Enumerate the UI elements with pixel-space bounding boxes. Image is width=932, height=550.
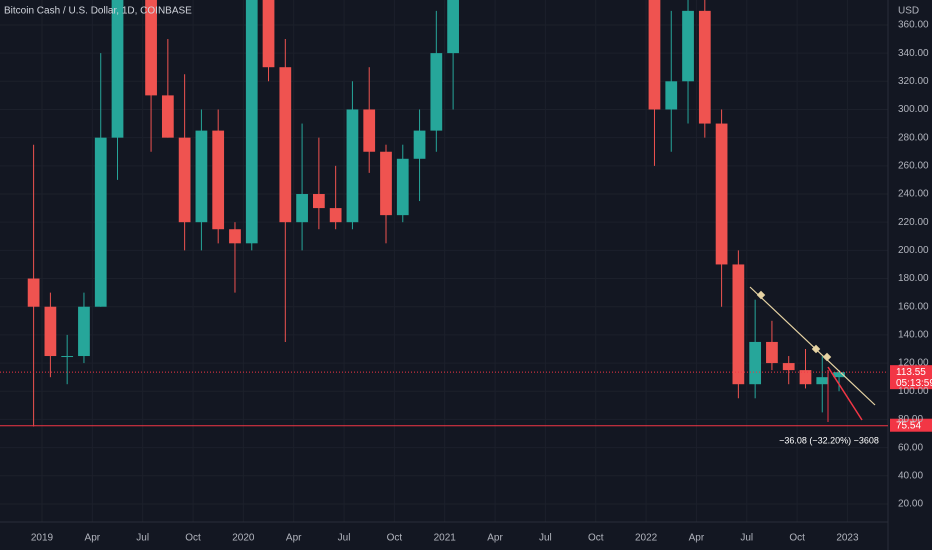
- y-tick-label: 240.00: [898, 189, 929, 200]
- trend-anchor: [756, 290, 766, 300]
- x-tick-label: 2022: [635, 533, 658, 544]
- y-tick-label: 340.00: [898, 48, 929, 59]
- candle-body: [833, 372, 845, 378]
- candle-body: [212, 130, 225, 230]
- trend-anchor: [811, 344, 821, 354]
- y-tick-label: 260.00: [898, 160, 929, 171]
- price-label: 75.54: [896, 420, 921, 431]
- x-tick-label: Jul: [539, 533, 552, 544]
- trend-line: [749, 286, 876, 406]
- x-tick-label: 2021: [434, 533, 457, 544]
- x-tick-label: Apr: [689, 533, 705, 544]
- candle-body: [27, 278, 40, 307]
- x-tick-label: 2023: [836, 533, 859, 544]
- candle-body: [245, 0, 258, 244]
- candle-body: [430, 53, 443, 131]
- candle-body: [413, 130, 426, 159]
- y-tick-label: 200.00: [898, 245, 929, 256]
- y-tick-label: 300.00: [898, 104, 929, 115]
- x-tick-label: Apr: [85, 533, 101, 544]
- candle-body: [665, 81, 678, 110]
- candle-body: [447, 0, 459, 54]
- candle-body: [799, 370, 812, 385]
- candle-body: [229, 229, 241, 244]
- y-tick-label: 120.00: [898, 358, 929, 369]
- candle-body: [296, 194, 308, 223]
- candle-body: [363, 109, 376, 152]
- x-tick-label: Jul: [740, 533, 753, 544]
- x-tick-label: Oct: [387, 533, 403, 544]
- candles: [27, 0, 845, 427]
- candle-body: [732, 264, 745, 385]
- x-tick-label: Jul: [136, 533, 149, 544]
- candle-body: [145, 0, 157, 96]
- candle-body: [61, 356, 74, 358]
- y-tick-label: 100.00: [898, 386, 929, 397]
- candle-body: [766, 341, 778, 364]
- y-tick-label: 40.00: [898, 470, 923, 481]
- y-tick-label: 220.00: [898, 217, 929, 228]
- y-tick-label: 280.00: [898, 132, 929, 143]
- candle-body: [396, 158, 409, 216]
- price-label-box: [890, 365, 932, 390]
- candle-body: [279, 67, 292, 223]
- candle-body: [329, 208, 342, 223]
- candle-body: [698, 10, 711, 124]
- chart-title: Bitcoin Cash / U.S. Dollar, 1D, COINBASE: [4, 6, 192, 17]
- y-tick-label: 80.00: [898, 414, 923, 425]
- grid: [0, 0, 888, 522]
- candle-body: [682, 10, 694, 82]
- price-label: 113.55: [896, 367, 926, 378]
- x-tick-label: Oct: [588, 533, 604, 544]
- y-tick-label: 60.00: [898, 442, 923, 453]
- candle-body: [94, 137, 107, 307]
- candle-body: [346, 109, 359, 223]
- projection-arrow: [827, 366, 863, 421]
- trend-anchor: [822, 352, 832, 362]
- x-tick-label: Oct: [185, 533, 201, 544]
- x-tick-label: 2019: [31, 533, 54, 544]
- x-tick-label: 2020: [232, 533, 255, 544]
- y-tick-label: 140.00: [898, 330, 929, 341]
- axis-unit: USD: [898, 6, 919, 17]
- candle-body: [262, 0, 275, 68]
- candle-body: [749, 341, 762, 385]
- x-tick-label: Jul: [338, 533, 351, 544]
- countdown-label: 05:13:59: [896, 378, 932, 389]
- x-tick-label: Apr: [487, 533, 503, 544]
- x-tick-label: Oct: [789, 533, 805, 544]
- candle-body: [161, 95, 174, 138]
- x-tick-label: Apr: [286, 533, 302, 544]
- candle-body: [195, 130, 208, 223]
- candle-body: [648, 0, 661, 110]
- y-tick-label: 180.00: [898, 273, 929, 284]
- candle-body: [111, 0, 124, 138]
- y-tick-label: 20.00: [898, 499, 923, 510]
- candle-body: [380, 151, 392, 216]
- y-tick-label: 160.00: [898, 301, 929, 312]
- candle-body: [178, 137, 191, 223]
- candle-body: [312, 194, 325, 209]
- price-label-box: [890, 418, 932, 432]
- candle-body: [44, 306, 57, 357]
- y-tick-label: 360.00: [898, 20, 929, 31]
- measure-label: −36.08 (−32.20%) −3608: [779, 435, 879, 445]
- candle-body: [816, 377, 829, 385]
- candle-body: [78, 306, 90, 357]
- y-tick-label: 320.00: [898, 76, 929, 87]
- candle-body: [715, 123, 728, 265]
- candle-body: [782, 363, 795, 371]
